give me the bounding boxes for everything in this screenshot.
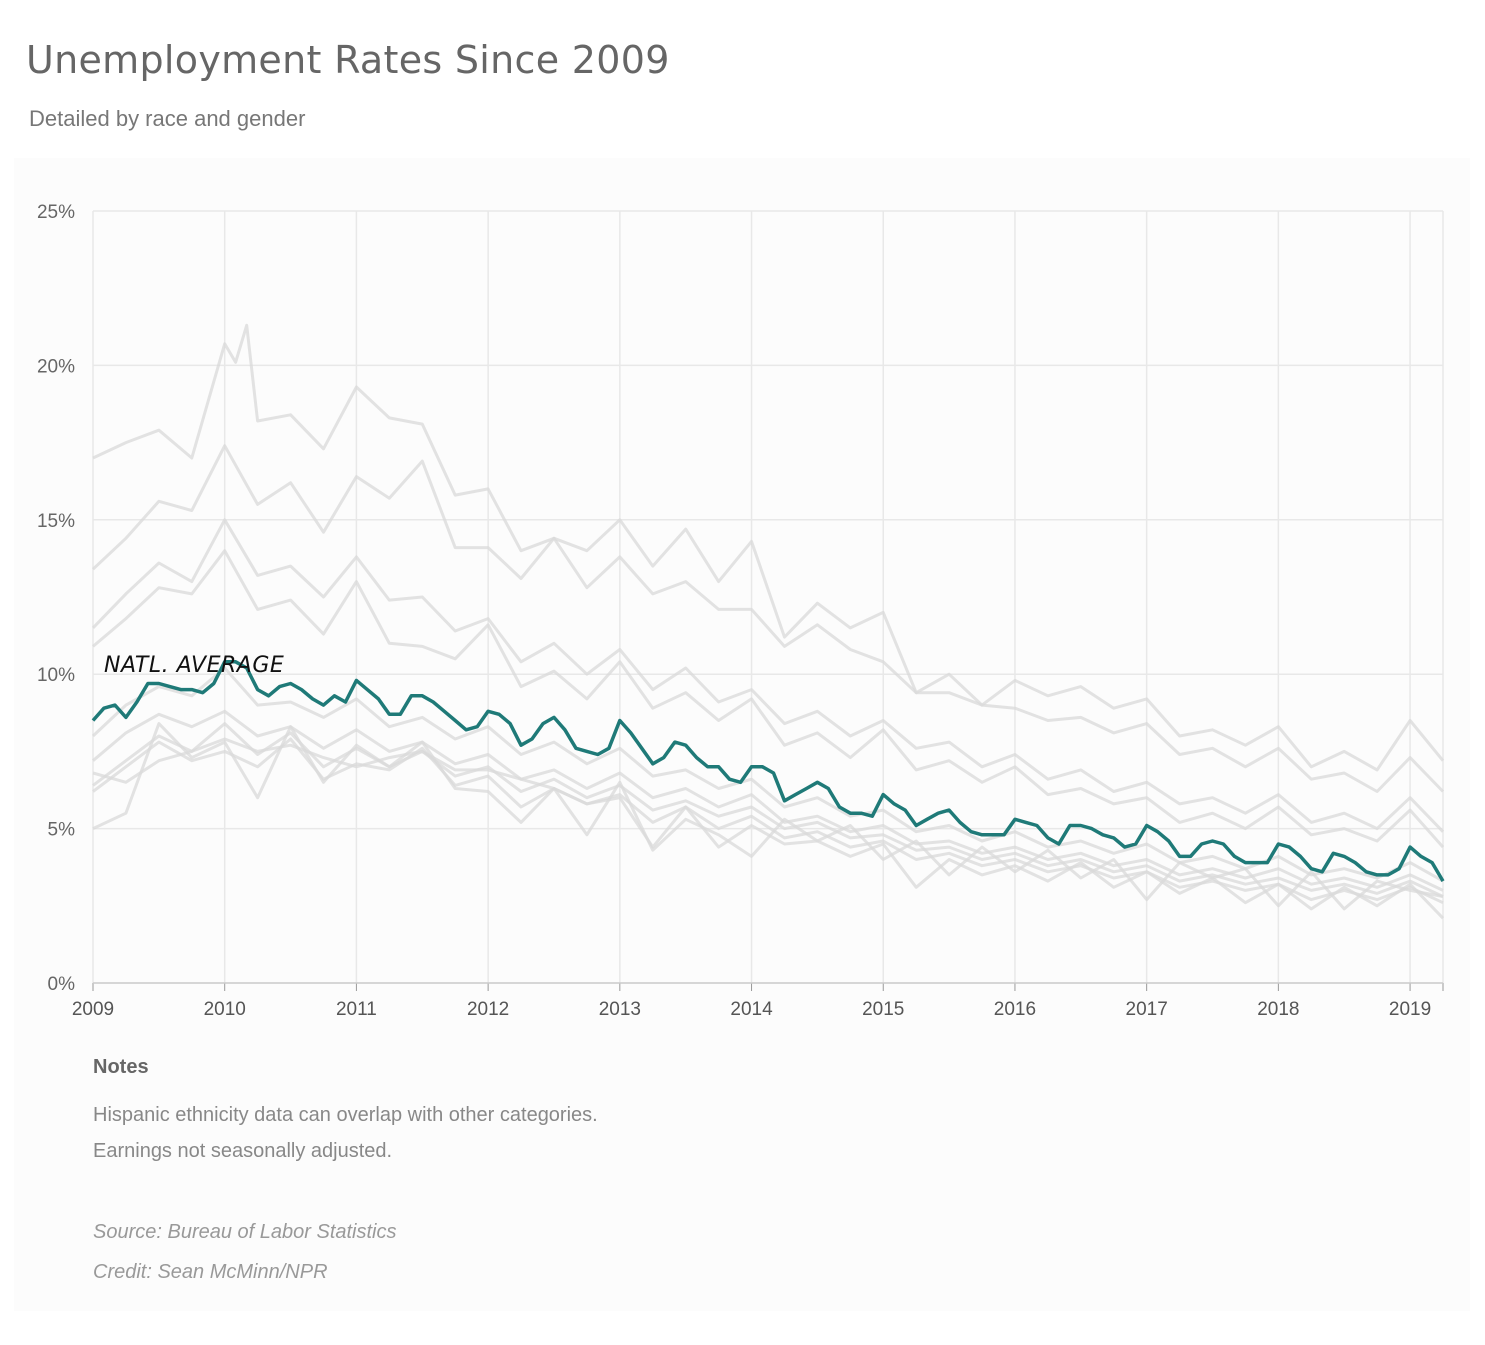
- notes-heading: Notes: [93, 1056, 149, 1078]
- x-tick-label: 2014: [730, 999, 773, 1020]
- y-tick-label: 20%: [37, 356, 75, 377]
- y-tick-label: 15%: [37, 511, 75, 532]
- background-series-group: [91, 323, 1445, 920]
- note-line: Hispanic ethnicity data can overlap with…: [93, 1104, 598, 1126]
- x-tick-label: 2019: [1389, 999, 1431, 1020]
- axes: 0% 5% 10% 15% 20% 25% 2009 2010 2011 2012 2013 2014…: [37, 202, 1444, 1020]
- line-chart: 0% 5% 10% 15% 20% 25% 2009 2010 2011 2012 2013 2014…: [37, 202, 1445, 1020]
- y-tick-label: 10%: [37, 665, 75, 686]
- x-tick-label: 2012: [467, 999, 509, 1020]
- x-tick-label: 2015: [862, 999, 904, 1020]
- x-tick-label: 2010: [204, 999, 246, 1020]
- natl-average-label: NATL. AVERAGE: [104, 653, 284, 678]
- note-line: Earnings not seasonally adjusted.: [93, 1140, 393, 1162]
- page-title: Unemployment Rates Since 2009: [26, 38, 670, 82]
- credit-text: Credit: Sean McMinn/NPR: [93, 1261, 328, 1283]
- background-series-line: [92, 737, 1444, 911]
- x-tick-label: 2009: [72, 999, 114, 1020]
- x-tick-label: 2011: [336, 999, 377, 1020]
- x-tick-label: 2013: [599, 999, 641, 1020]
- background-series-line: [91, 518, 1445, 833]
- notes-section: Notes Hispanic ethnicity data can overla…: [93, 1056, 598, 1169]
- y-tick-label: 25%: [37, 202, 75, 223]
- y-tick-label: 5%: [48, 820, 76, 841]
- source-credit: Source: Bureau of Labor Statistics Credi…: [93, 1212, 397, 1292]
- x-tick-label: 2017: [1126, 999, 1168, 1020]
- background-series-line: [92, 549, 1445, 849]
- source-text: Source: Bureau of Labor Statistics: [93, 1221, 397, 1243]
- page-subtitle: Detailed by race and gender: [29, 106, 306, 131]
- y-tick-label: 0%: [48, 974, 76, 995]
- background-series-line: [91, 444, 1445, 793]
- background-series-line: [92, 323, 1445, 772]
- background-series-line: [92, 722, 1445, 920]
- x-tick-label: 2018: [1257, 999, 1299, 1020]
- background-series-line: [92, 709, 1444, 892]
- national-average-line: [91, 660, 1445, 882]
- highlight-series-group: [91, 660, 1445, 882]
- x-tick-label: 2016: [994, 999, 1036, 1020]
- background-series-line: [91, 666, 1444, 883]
